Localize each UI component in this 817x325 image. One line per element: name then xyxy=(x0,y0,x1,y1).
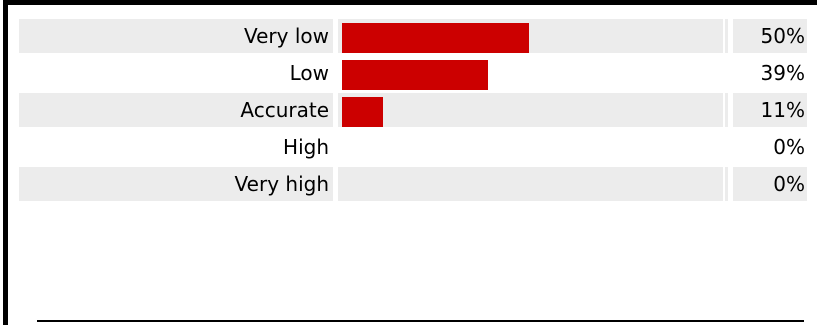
poll-row-very-low: Very low 50% xyxy=(19,19,809,53)
percent-value: 39% xyxy=(760,61,805,85)
poll-row-low: Low 39% xyxy=(19,56,809,90)
percent-value: 11% xyxy=(733,93,807,127)
result-bar-fill xyxy=(342,23,529,53)
result-bar-track xyxy=(338,93,723,127)
column-divider xyxy=(725,19,728,53)
result-bar-track xyxy=(338,167,723,201)
result-bar-track xyxy=(338,19,723,53)
frame-left-border xyxy=(3,0,8,325)
percent-value: 0% xyxy=(773,135,805,159)
poll-row-accurate: Accurate 11% xyxy=(19,93,809,127)
option-label: Low xyxy=(289,61,329,85)
option-label: Accurate xyxy=(19,93,333,127)
result-bar-fill xyxy=(342,97,383,127)
percent-value: 50% xyxy=(733,19,807,53)
option-label: Very high xyxy=(19,167,333,201)
bottom-rule xyxy=(37,320,804,322)
result-bar-track xyxy=(338,56,723,90)
column-divider xyxy=(725,93,728,127)
result-bar-track xyxy=(338,130,723,164)
option-label: Very low xyxy=(19,19,333,53)
column-divider xyxy=(725,167,728,201)
frame-top-border xyxy=(3,0,817,5)
poll-results: Very low 50% Low 39% Accurate 11% High 0… xyxy=(19,19,809,204)
percent-value: 0% xyxy=(733,167,807,201)
poll-row-very-high: Very high 0% xyxy=(19,167,809,201)
column-divider xyxy=(725,56,728,90)
option-label: High xyxy=(283,135,329,159)
poll-row-high: High 0% xyxy=(19,130,809,164)
result-bar-fill xyxy=(342,60,488,90)
column-divider xyxy=(725,130,728,164)
